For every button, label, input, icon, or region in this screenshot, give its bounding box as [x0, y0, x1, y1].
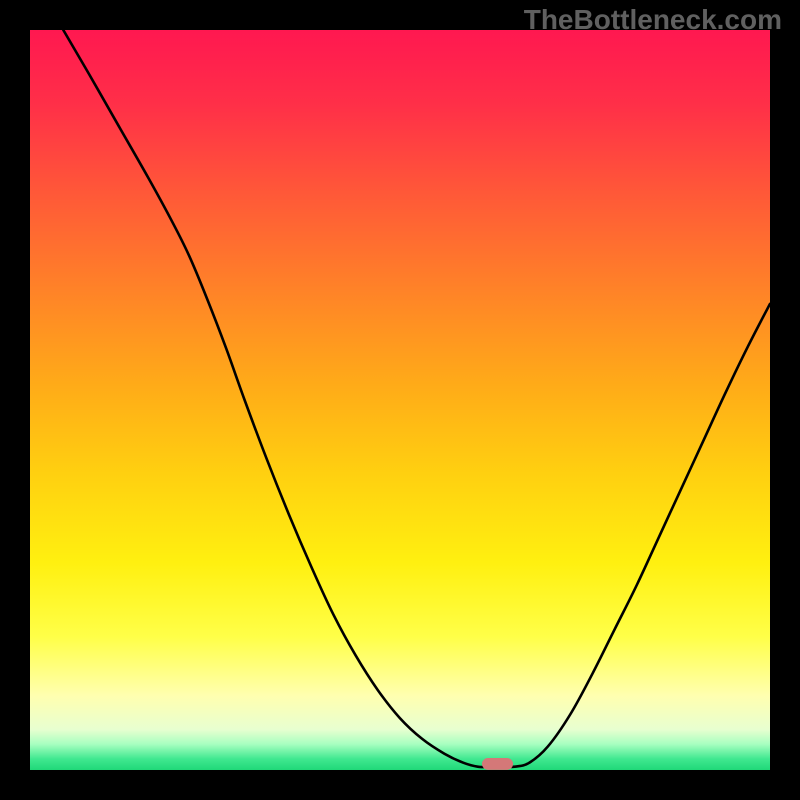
- plot-area: [30, 30, 770, 770]
- optimum-marker: [482, 758, 513, 770]
- outer-frame: TheBottleneck.com: [0, 0, 800, 800]
- watermark-text: TheBottleneck.com: [524, 4, 782, 36]
- bottleneck-curve: [30, 30, 770, 770]
